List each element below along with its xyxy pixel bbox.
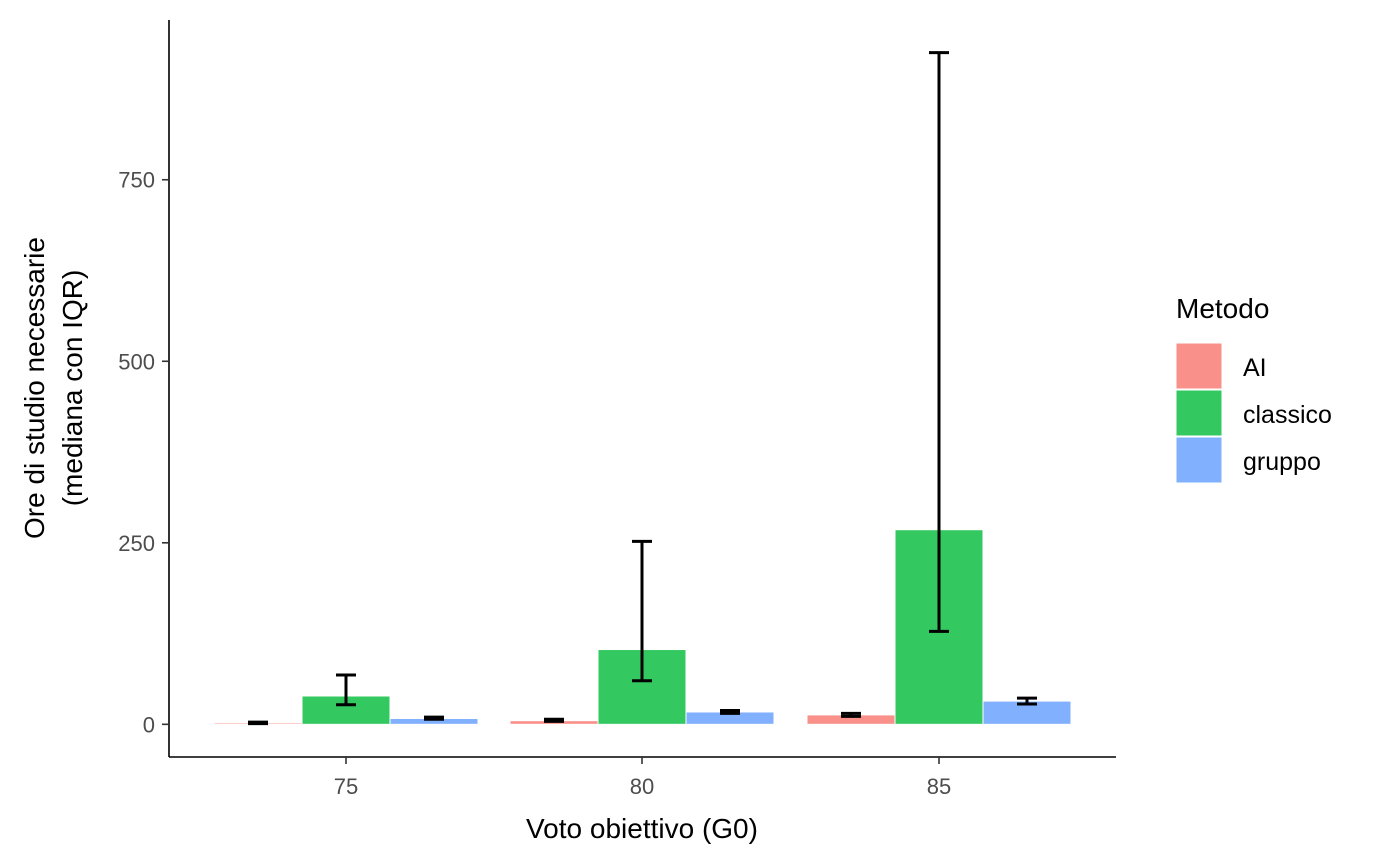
y-tick-label: 0 [143, 712, 155, 737]
legend-item-gruppo: gruppo [1175, 436, 1321, 484]
y-axis-title-line-1: Ore di studio necessarie [19, 237, 50, 539]
y-tick-label: 500 [118, 349, 155, 374]
y-tick-label: 250 [118, 531, 155, 556]
legend-item-AI: AI [1175, 342, 1267, 390]
y-axis-title-line-2: (mediana con IQR) [57, 270, 88, 507]
legend-title: Metodo [1176, 293, 1269, 324]
errorbar-gruppo-85 [1017, 696, 1037, 706]
y-tick-label: 750 [118, 168, 155, 193]
x-tick-label: 85 [927, 774, 951, 799]
x-tick-label: 80 [630, 774, 654, 799]
legend-label-AI: AI [1243, 354, 1267, 382]
legend-key-gruppo [1175, 436, 1223, 484]
errorbar-classico-85 [929, 51, 949, 633]
x-ticks: 75 80 85 [334, 757, 951, 799]
x-tick-label: 75 [334, 774, 358, 799]
legend-label-gruppo: gruppo [1243, 448, 1321, 476]
legend: Metodo AI classico gruppo [1175, 293, 1332, 484]
errorbar-classico-80 [632, 539, 652, 683]
bar-classico-80 [597, 649, 687, 725]
y-axis-title: Ore di studio necessarie (mediana con IQ… [19, 237, 88, 539]
errorbar-gruppo-75 [424, 715, 444, 721]
errorbar-AI-80 [544, 717, 564, 723]
errorbar-AI-85 [841, 711, 861, 718]
errorbar-gruppo-80 [720, 709, 740, 715]
legend-label-classico: classico [1243, 401, 1332, 429]
legend-item-classico: classico [1175, 389, 1332, 437]
error-bars-layer [248, 51, 1037, 726]
x-axis-title: Voto obiettivo (G0) [526, 813, 758, 844]
errorbar-AI-75 [248, 720, 268, 726]
legend-key-classico [1175, 389, 1223, 437]
errorbar-classico-75 [336, 673, 356, 707]
legend-key-AI [1175, 342, 1223, 390]
y-ticks: 0 250 500 750 [118, 168, 169, 737]
